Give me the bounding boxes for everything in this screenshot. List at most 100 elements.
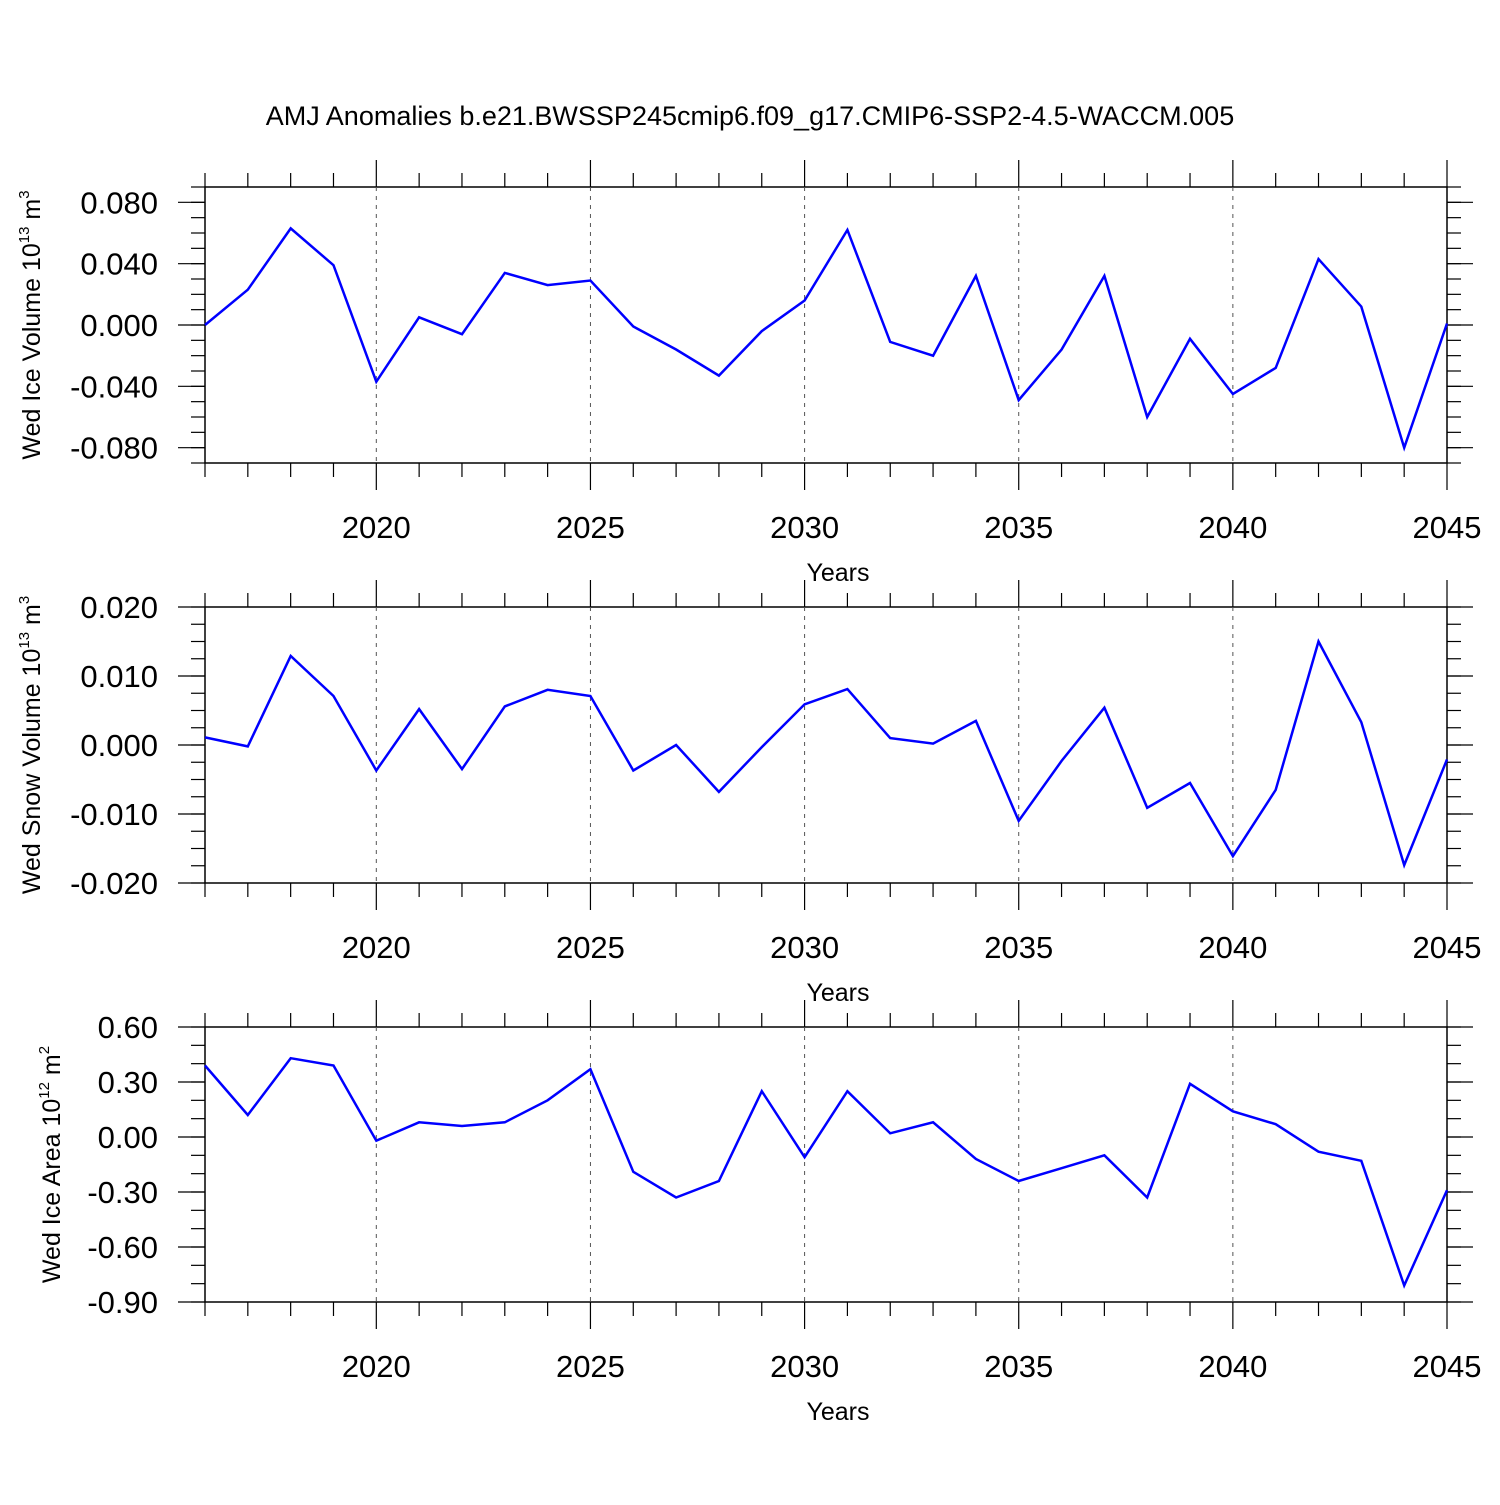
data-point-2039 [1188, 337, 1192, 341]
data-point-2041 [1274, 788, 1278, 792]
data-point-2029 [760, 1089, 764, 1093]
data-point-2025 [588, 279, 592, 283]
y-axis-title-unit-exp: 3 [16, 596, 33, 604]
data-point-2042 [1317, 640, 1321, 644]
y-axis-title-main: Wed Snow Volume 10 [18, 649, 46, 895]
data-point-2029 [760, 745, 764, 749]
y-axis-title: Wed Snow Volume 1013 m3 [16, 596, 46, 894]
data-point-2035 [1017, 819, 1021, 823]
y-tick-label: 0.000 [80, 308, 158, 343]
data-point-2023 [503, 704, 507, 708]
data-point-2033 [931, 742, 935, 746]
x-tick-label-2025: 2025 [556, 930, 625, 965]
data-point-2043 [1359, 305, 1363, 309]
data-point-2036 [1060, 348, 1064, 352]
y-axis-title-exp: 12 [36, 1082, 53, 1099]
y-tick-label: 0.30 [98, 1065, 158, 1100]
x-tick-label-2020: 2020 [342, 510, 411, 545]
data-point-2026 [631, 325, 635, 329]
data-point-2021 [417, 315, 421, 319]
data-point-2037 [1102, 1153, 1106, 1157]
data-point-2041 [1274, 366, 1278, 370]
data-point-2045 [1445, 321, 1449, 325]
data-point-2043 [1359, 1159, 1363, 1163]
data-point-2032 [888, 1131, 892, 1135]
data-point-2030 [803, 298, 807, 302]
data-point-2024 [546, 1098, 550, 1102]
y-tick-label: -0.020 [70, 866, 158, 901]
data-point-2020 [374, 1139, 378, 1143]
data-point-2030 [803, 1155, 807, 1159]
data-point-2022 [460, 1124, 464, 1128]
data-point-2035 [1017, 1179, 1021, 1183]
data-point-2022 [460, 332, 464, 336]
x-tick-label-2030: 2030 [770, 1349, 839, 1384]
data-point-2017 [246, 1113, 250, 1117]
data-point-2034 [974, 1157, 978, 1161]
data-point-2039 [1188, 781, 1192, 785]
data-point-2037 [1102, 274, 1106, 278]
data-point-2032 [888, 340, 892, 344]
data-point-2037 [1102, 706, 1106, 710]
data-point-2043 [1359, 720, 1363, 724]
y-axis-title-unit-exp: 3 [16, 190, 33, 198]
data-point-2018 [289, 226, 293, 230]
data-point-2025 [588, 1067, 592, 1071]
x-tick-label-2045: 2045 [1413, 510, 1482, 545]
data-point-2033 [931, 354, 935, 358]
data-point-2020 [374, 769, 378, 773]
y-axis-title-exp: 13 [16, 632, 33, 649]
y-axis-title-main: Wed Ice Volume 10 [18, 243, 46, 459]
data-point-2033 [931, 1120, 935, 1124]
data-point-2039 [1188, 1082, 1192, 1086]
data-point-2032 [888, 736, 892, 740]
plot-frame [204, 1026, 1448, 1303]
data-point-2031 [845, 1089, 849, 1093]
x-axis-title: Years [806, 979, 869, 1007]
data-point-2031 [845, 228, 849, 232]
data-point-2035 [1017, 398, 1021, 402]
x-tick-label-2025: 2025 [556, 1349, 625, 1384]
data-point-2018 [289, 1056, 293, 1060]
data-point-2044 [1402, 863, 1406, 867]
data-point-2041 [1274, 1122, 1278, 1126]
series-line-snow-volume [204, 638, 1449, 869]
data-point-2026 [631, 769, 635, 773]
x-tick-label-2040: 2040 [1198, 510, 1267, 545]
data-point-2034 [974, 274, 978, 278]
data-point-2021 [417, 1120, 421, 1124]
y-tick-label: 0.000 [80, 728, 158, 763]
data-point-2016 [203, 1064, 207, 1068]
data-point-2036 [1060, 1166, 1064, 1170]
y-tick-label: 0.080 [80, 185, 158, 220]
data-point-2022 [460, 767, 464, 771]
data-point-2025 [588, 694, 592, 698]
data-point-2024 [546, 688, 550, 692]
data-point-2044 [1402, 1284, 1406, 1288]
panels-group: 2020 2025 2030 2035 2040 2045 Years -0.080 -0.04… [16, 160, 1481, 1426]
y-tick-label: -0.90 [87, 1285, 158, 1320]
panel-snow-volume: 2020 2025 2030 2035 2040 2045 Years -0.020 -0.01… [16, 580, 1481, 1007]
data-point-2023 [503, 271, 507, 275]
x-tick-label-2035: 2035 [984, 1349, 1053, 1384]
x-tick-label-2045: 2045 [1413, 1349, 1482, 1384]
x-tick-label-2020: 2020 [342, 1349, 411, 1384]
data-point-2038 [1145, 806, 1149, 810]
data-point-2018 [289, 654, 293, 658]
data-point-2029 [760, 329, 764, 333]
plot-frame [204, 606, 1448, 884]
x-tick-label-2035: 2035 [984, 510, 1053, 545]
y-axis-title-unit: m [38, 1054, 66, 1082]
data-point-2030 [803, 702, 807, 706]
data-point-2019 [331, 1064, 335, 1068]
data-point-2040 [1231, 854, 1235, 858]
x-tick-label-2025: 2025 [556, 510, 625, 545]
data-point-2026 [631, 1170, 635, 1174]
y-axis-title-main: Wed Ice Area 10 [38, 1099, 66, 1283]
data-point-2028 [717, 374, 721, 378]
y-axis-title: Wed Ice Volume 1013 m3 [16, 190, 46, 459]
x-tick-label-2045: 2045 [1413, 930, 1482, 965]
data-point-2017 [246, 744, 250, 748]
series-line-ice-volume [204, 226, 1449, 452]
